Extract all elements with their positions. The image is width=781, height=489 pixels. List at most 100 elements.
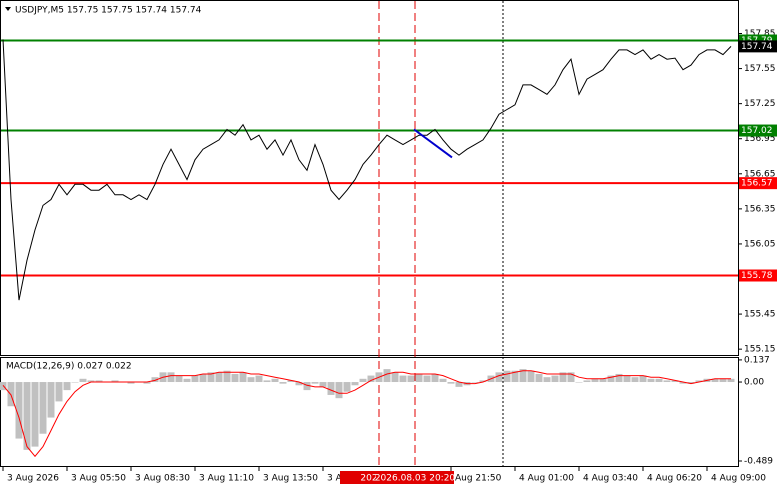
- macd-bar: [335, 382, 343, 399]
- macd-bar: [47, 382, 55, 418]
- macd-bar: [607, 375, 615, 383]
- macd-bar: [367, 375, 375, 383]
- macd-bar: [215, 372, 223, 383]
- level-label: 157.02: [741, 126, 773, 136]
- macd-bar: [519, 369, 527, 383]
- x-tick-label: 3 Aug 11:10: [199, 474, 254, 484]
- macd-bar: [31, 382, 39, 447]
- macd-bar: [191, 375, 199, 383]
- macd-bar: [615, 373, 623, 383]
- macd-bar: [311, 382, 319, 384]
- current-price-box: [739, 40, 777, 53]
- macd-bar: [167, 372, 175, 383]
- macd-bar: [23, 382, 31, 450]
- y-tick-label: 0.00: [744, 378, 764, 388]
- macd-bar: [559, 372, 567, 383]
- macd-bar: [415, 373, 423, 383]
- macd-bar: [127, 382, 135, 384]
- macd-bar: [183, 378, 191, 383]
- macd-bar: [247, 377, 255, 383]
- macd-bar: [623, 375, 631, 383]
- macd-bar: [87, 380, 95, 383]
- macd-bar: [503, 370, 511, 383]
- macd-bar: [423, 375, 431, 383]
- x-tick-label: 3 A: [327, 474, 343, 484]
- menu-icon: [5, 7, 11, 11]
- x-tick-label: 3 Aug 13:50: [263, 474, 318, 484]
- price-panel: [0, 0, 739, 356]
- macd-bar: [455, 382, 463, 387]
- level-box: [739, 124, 777, 137]
- macd-bar: [175, 375, 183, 383]
- macd-bar: [679, 382, 687, 384]
- macd-bar: [439, 378, 447, 383]
- macd-bar: [447, 382, 455, 384]
- macd-bar: [407, 375, 415, 383]
- time-label-box: [376, 471, 454, 484]
- macd-bar: [711, 378, 719, 383]
- macd-bar: [671, 380, 679, 383]
- macd-bar: [591, 378, 599, 383]
- macd-bar: [151, 377, 159, 383]
- macd-bar: [111, 380, 119, 383]
- macd-bar: [199, 373, 207, 383]
- macd-bar: [279, 382, 287, 384]
- macd-bar: [231, 373, 239, 383]
- macd-bar: [695, 380, 703, 383]
- y-tick-label: 157.25: [744, 99, 776, 109]
- y-tick-label: 155.45: [744, 310, 776, 320]
- macd-bar: [639, 375, 647, 383]
- time-label: 2026.08.03 20:20: [375, 474, 456, 484]
- macd-bar: [543, 377, 551, 383]
- macd-bar: [663, 380, 671, 383]
- macd-bar: [727, 378, 735, 383]
- level-label: 156.57: [741, 179, 773, 189]
- y-tick-label: 155.15: [744, 345, 776, 355]
- x-tick-label: 4 Aug 09:00: [711, 474, 766, 484]
- macd-bar: [719, 378, 727, 383]
- x-tick-label: 4 Aug 06:20: [647, 474, 702, 484]
- macd-bar: [687, 382, 695, 384]
- macd-bar: [647, 378, 655, 383]
- chart-title: USDJPY,M5 157.75 157.75 157.74 157.74: [15, 6, 202, 16]
- macd-bar: [63, 382, 71, 391]
- macd-bar: [431, 373, 439, 383]
- y-tick-label: -0.489: [744, 456, 773, 466]
- macd-bar: [319, 382, 327, 387]
- x-tick-label: 3 Aug 05:50: [71, 474, 126, 484]
- macd-bar: [287, 380, 295, 383]
- macd-bar: [95, 380, 103, 383]
- x-tick-label: Aug 21:50: [455, 474, 502, 484]
- macd-bar: [631, 377, 639, 383]
- level-box: [739, 177, 777, 190]
- x-tick-label: 3 Aug 08:30: [135, 474, 190, 484]
- macd-bar: [359, 378, 367, 383]
- macd-bar: [583, 380, 591, 383]
- y-tick-label: 156.35: [744, 204, 776, 214]
- y-tick-label: 156.65: [744, 169, 776, 179]
- y-tick-label: 156.95: [744, 134, 776, 144]
- macd-bar: [303, 382, 311, 391]
- x-tick-label: 4 Aug 03:40: [583, 474, 638, 484]
- x-tick-label: 3 Aug 2026: [7, 474, 59, 484]
- current-price-label: 157.74: [741, 42, 773, 52]
- macd-bar: [535, 373, 543, 383]
- macd-panel: [0, 357, 739, 467]
- y-tick-label: 156.05: [744, 239, 776, 249]
- macd-bar: [567, 372, 575, 383]
- trend-line: [413, 128, 453, 159]
- macd-bar: [15, 382, 23, 439]
- macd-bar: [599, 378, 607, 383]
- macd-bar: [511, 370, 519, 383]
- macd-bar: [55, 382, 63, 402]
- price-line: [2, 39, 732, 301]
- macd-bar: [655, 378, 663, 383]
- y-tick-label: 157.85: [744, 29, 776, 39]
- y-tick-label: 157.55: [744, 64, 776, 74]
- macd-bar: [271, 378, 279, 383]
- macd-bar: [575, 382, 583, 383]
- macd-bar: [327, 382, 335, 395]
